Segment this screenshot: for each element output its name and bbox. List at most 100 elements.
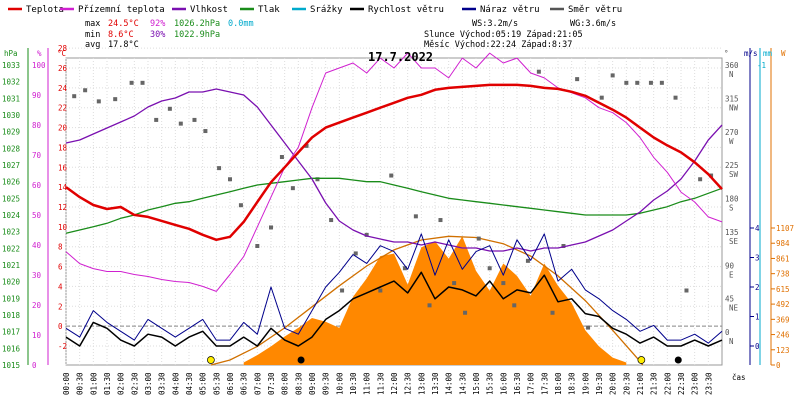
pct-tick-label: 0 [32, 361, 37, 370]
legend-label: Přízemní teplota [78, 5, 165, 15]
wind-direction-point [178, 121, 183, 126]
wind-direction-point [217, 166, 222, 171]
wind-direction-point [389, 173, 394, 178]
wind-direction-point [304, 143, 309, 148]
dir-tick-compass: SW [729, 170, 739, 179]
dir-tick-value: 270 [725, 128, 739, 137]
hpa-tick-label: 1031 [2, 94, 20, 103]
stats-min-press: 1022.9hPa [174, 30, 220, 40]
hpa-tick-label: 1025 [2, 194, 20, 203]
wind-direction-point [610, 73, 615, 78]
sunset-marker [637, 356, 646, 364]
legend-label: Vlhkost [190, 5, 228, 15]
hpa-tick-label: 1020 [2, 278, 21, 287]
wind-direction-point [536, 69, 541, 74]
wind-direction-point [228, 177, 232, 182]
x-tick-label: 03:00 [144, 372, 153, 395]
c-tick-label: 6 [58, 263, 63, 272]
w-tick-label: 123 [776, 346, 790, 355]
dir-tick-value: 315 [725, 94, 739, 103]
x-tick-label: 07:00 [253, 372, 262, 395]
pct-tick-label: 30 [32, 271, 42, 280]
unit-mm: mm [763, 49, 773, 58]
x-tick-label: 15:00 [472, 372, 481, 395]
dir-tick-compass: N [729, 337, 734, 346]
hpa-tick-label: 1028 [2, 144, 21, 153]
dir-tick-compass: NW [729, 103, 739, 112]
pressure-line [65, 177, 723, 234]
axis-units: hPa % °C ° m/s mm W čas [4, 49, 786, 382]
wind-direction-point [129, 80, 134, 85]
x-tick-label: 10:00 [335, 372, 344, 395]
wind-direction-point [501, 281, 506, 286]
pct-tick-label: 50 [32, 211, 42, 220]
wind-direction-point [438, 218, 443, 223]
stats-max-label: max [85, 19, 100, 29]
moonrise-marker [674, 356, 682, 364]
x-tick-label: 21:30 [650, 372, 659, 395]
x-tick-label: 13:30 [431, 372, 440, 395]
stats-wg: WG:3.6m/s [570, 19, 616, 29]
stats-moon: Měsíc Východ:22:24 Západ:8:37 [424, 40, 572, 50]
x-tick-label: 21:00 [636, 372, 645, 395]
wind-direction-point [154, 117, 159, 122]
wind-direction-point [83, 88, 88, 93]
dir-tick-value: 360 [725, 61, 739, 70]
c-tick-label: 16 [58, 163, 68, 172]
wind-direction-point [238, 203, 243, 208]
c-tick-label: 8 [58, 243, 63, 252]
solar-layer [210, 235, 644, 366]
x-tick-label: 10:30 [349, 372, 358, 395]
x-tick-label: 06:30 [240, 372, 249, 395]
wind-gust-line [65, 233, 723, 344]
ms-tick-label: 0 [755, 342, 760, 351]
hpa-tick-label: 1026 [2, 178, 21, 187]
hpa-tick-label: 1024 [2, 211, 21, 220]
w-tick-label: 246 [776, 331, 790, 340]
pct-tick-label: 10 [32, 331, 42, 340]
wind-direction-point [648, 80, 653, 85]
wind-direction-point [402, 266, 407, 271]
wind-direction-point [255, 244, 260, 248]
dir-tick-value: 225 [725, 161, 739, 170]
x-tick-label: 09:00 [308, 372, 317, 395]
wind-direction-point [550, 310, 555, 315]
wind-speed-line [65, 271, 723, 347]
pct-tick-label: 60 [32, 181, 42, 190]
solar-radiation-area [243, 236, 627, 365]
c-tick-label: 12 [58, 203, 67, 212]
stats-min-label: min [85, 30, 100, 40]
wind-direction-point [452, 281, 457, 286]
dir-tick-compass: N [729, 70, 734, 79]
x-tick-label: 22:30 [677, 372, 686, 395]
x-tick-label: 06:00 [226, 372, 235, 395]
x-tick-label: 08:00 [281, 372, 290, 395]
wind-direction-point [290, 186, 295, 191]
dir-tick-compass: NE [729, 304, 739, 313]
solar-theoretical-curve [210, 235, 644, 366]
x-tick-label: 23:30 [704, 372, 713, 395]
wind-direction-point [463, 310, 468, 315]
c-tick-label: 28 [58, 44, 68, 53]
dir-tick-value: 0 [725, 328, 730, 337]
unit-c: °C [57, 49, 66, 58]
wind-direction-point [561, 244, 566, 248]
hpa-tick-label: 1027 [2, 161, 20, 170]
hpa-tick-label: 1016 [2, 344, 21, 353]
stats-max-temp: 24.5°C [108, 19, 139, 29]
pct-tick-label: 20 [32, 301, 42, 310]
c-tick-label: 2 [58, 302, 63, 311]
x-tick-label: 00:30 [76, 372, 85, 395]
wind-direction-point [698, 177, 703, 182]
hpa-tick-label: 1021 [2, 261, 20, 270]
c-tick-label: 24 [58, 84, 68, 93]
c-tick-label: 20 [58, 124, 68, 133]
wind-direction-point [427, 303, 432, 308]
wind-direction-point [340, 288, 345, 293]
legend-label: Rychlost větru [368, 5, 444, 15]
w-tick-label: 984 [776, 239, 790, 248]
stats-sun: Slunce Východ:05:19 Západ:21:05 [424, 30, 583, 40]
stats-max-hum: 92% [150, 19, 165, 29]
hpa-tick-label: 1030 [2, 111, 21, 120]
